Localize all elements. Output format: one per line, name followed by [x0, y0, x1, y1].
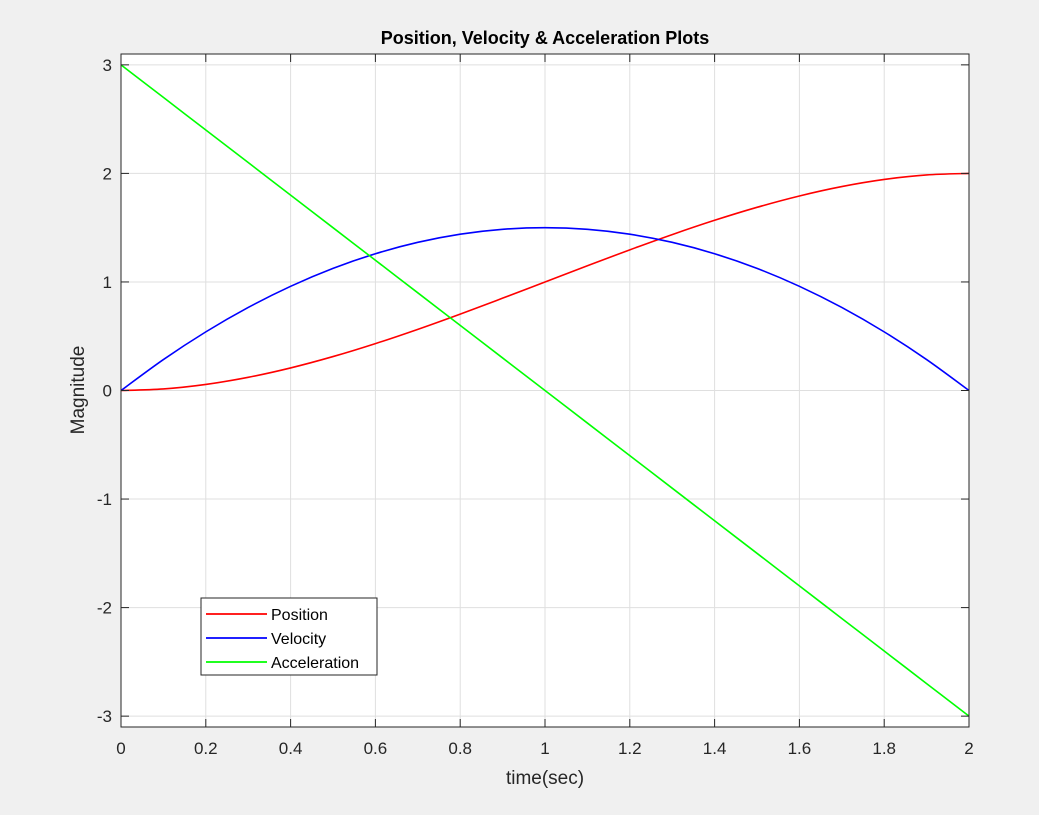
x-axis-label: time(sec) — [506, 768, 584, 789]
y-tick-label: 3 — [103, 56, 112, 75]
y-tick-label: -3 — [97, 707, 112, 726]
x-tick-label: 1 — [540, 739, 549, 758]
legend-label-velocity: Velocity — [271, 631, 326, 648]
x-tick-label: 0.8 — [448, 739, 472, 758]
axis-ticks — [120, 54, 970, 727]
y-tick-label: -2 — [97, 599, 112, 618]
x-tick-label: 1.2 — [618, 739, 642, 758]
legend-label-position: Position — [271, 607, 328, 624]
legend-label-acceleration: Acceleration — [271, 655, 359, 672]
x-tick-label: 0.4 — [279, 739, 303, 758]
y-tick-label: 2 — [103, 164, 112, 183]
x-tick-label: 0.6 — [364, 739, 388, 758]
x-tick-label: 1.6 — [788, 739, 812, 758]
x-tick-label: 1.4 — [703, 739, 727, 758]
series-line-velocity — [120, 226, 970, 392]
y-axis-label: Magnitude — [68, 346, 89, 435]
y-tick-label: 0 — [103, 382, 112, 401]
x-tick-label: 0.2 — [194, 739, 218, 758]
legend[interactable]: Position Velocity Acceleration — [200, 597, 378, 676]
x-tick-label: 1.8 — [872, 739, 896, 758]
x-tick-label: 0 — [116, 739, 125, 758]
series-lines — [120, 64, 970, 717]
chart-title: Position, Velocity & Acceleration Plots — [381, 28, 709, 48]
x-tick-label: 2 — [964, 739, 973, 758]
y-tick-label: -1 — [97, 490, 112, 509]
axis-tick-labels: 0 0.2 0.4 0.6 0.8 1 1.2 1.4 1.6 1.8 2 -3 -2 -1 0 1 2 3 — [97, 56, 974, 758]
series-line-position — [120, 172, 970, 392]
y-tick-label: 1 — [103, 273, 112, 292]
series-line-acceleration — [120, 64, 970, 717]
